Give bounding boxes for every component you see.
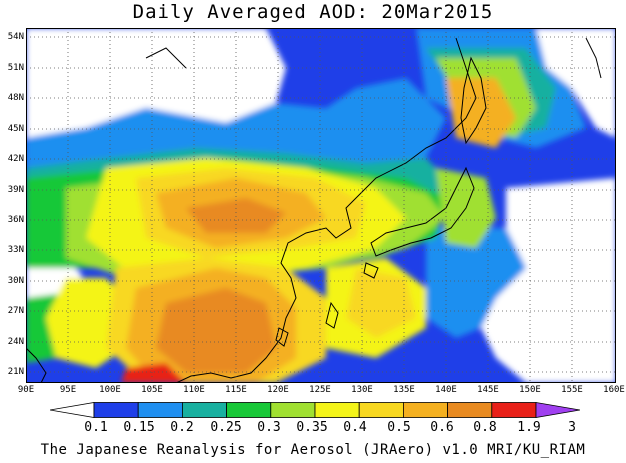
lat-tick: 39N	[7, 185, 24, 195]
legend-label: 0.2	[170, 420, 194, 435]
lon-tick: 135E	[393, 385, 415, 395]
lat-tick: 45N	[7, 124, 24, 134]
lon-tick: 150E	[519, 385, 541, 395]
legend-label: 3	[568, 420, 576, 435]
lon-tick: 125E	[309, 385, 331, 395]
lon-tick: 110E	[183, 385, 205, 395]
aod-map	[26, 28, 616, 383]
lon-tick: 95E	[59, 385, 77, 395]
legend-label: 0.6	[430, 420, 454, 435]
legend-swatch	[314, 402, 360, 418]
legend-swatch	[491, 402, 537, 418]
lon-tick: 105E	[141, 385, 163, 395]
lon-tick: 155E	[561, 385, 583, 395]
map-frame	[26, 28, 616, 383]
legend-label: 1.9	[517, 420, 541, 435]
lat-tick: 30N	[7, 276, 24, 286]
lat-tick: 54N	[7, 32, 24, 42]
legend-label: 0.4	[343, 420, 367, 435]
lat-tick: 48N	[7, 93, 24, 103]
lat-tick: 51N	[7, 63, 24, 73]
lon-tick: 130E	[351, 385, 373, 395]
lon-tick: 120E	[267, 385, 289, 395]
legend-swatch	[226, 402, 272, 418]
legend-swatch	[93, 402, 139, 418]
lat-tick: 42N	[7, 154, 24, 164]
lon-tick: 145E	[477, 385, 499, 395]
legend-label: 0.25	[210, 420, 242, 435]
lat-tick: 24N	[7, 337, 24, 347]
legend-swatch	[270, 402, 316, 418]
legend-swatch	[137, 402, 183, 418]
lon-tick: 115E	[225, 385, 247, 395]
legend-label: 0.5	[387, 420, 411, 435]
legend-swatch	[447, 402, 493, 418]
legend-swatch	[50, 402, 95, 418]
lat-tick: 33N	[7, 245, 24, 255]
lat-tick: 27N	[7, 306, 24, 316]
coastlines	[26, 37, 602, 383]
legend-label: 0.15	[123, 420, 155, 435]
footer-credit: The Japanese Reanalysis for Aerosol (JRA…	[40, 442, 586, 458]
legend-swatch	[402, 402, 448, 418]
legend-swatch	[181, 402, 227, 418]
lat-tick: 21N	[7, 367, 24, 377]
legend-label: 0.1	[84, 420, 108, 435]
lon-tick: 160E	[603, 385, 625, 395]
lon-tick: 100E	[99, 385, 121, 395]
lon-tick: 140E	[435, 385, 457, 395]
color-legend	[50, 402, 580, 418]
lat-tick: 36N	[7, 215, 24, 225]
legend-label: 0.35	[296, 420, 328, 435]
legend-label: 0.8	[473, 420, 497, 435]
map-title: Daily Averaged AOD: 20Mar2015	[132, 1, 494, 23]
lon-tick: 90E	[17, 385, 35, 395]
legend-label: 0.3	[257, 420, 281, 435]
legend-swatch	[358, 402, 404, 418]
legend-swatch	[535, 402, 580, 418]
